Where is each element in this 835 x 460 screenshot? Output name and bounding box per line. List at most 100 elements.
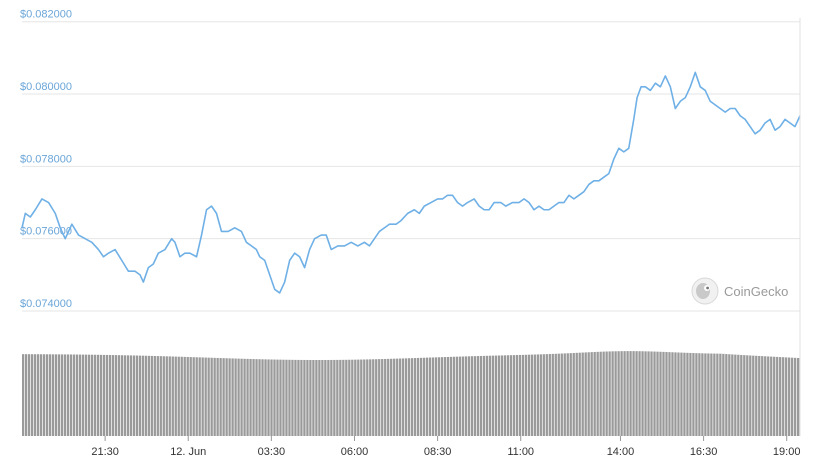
volume-bar <box>111 355 115 436</box>
volume-bar <box>162 356 165 436</box>
volume-bar <box>357 359 360 436</box>
volume-bar <box>653 351 656 436</box>
volume-bar <box>461 356 465 436</box>
volume-bar <box>695 353 698 436</box>
volume-bar <box>563 353 566 436</box>
volume-bar <box>345 359 348 436</box>
volume-bar <box>440 357 444 436</box>
volume-bar <box>437 357 441 436</box>
x-tick-label: 19:00 <box>773 446 801 458</box>
volume-bar <box>524 354 527 436</box>
volume-bar <box>369 359 372 436</box>
volume-bar <box>521 354 525 436</box>
volume-bar <box>276 359 279 436</box>
volume-bar <box>264 359 267 436</box>
volume-bar <box>63 354 67 436</box>
volume-bar <box>494 355 498 436</box>
volume-bar <box>153 355 156 436</box>
volume-bar <box>506 355 510 436</box>
y-axis-ticks: $0.074000 $0.076000 $0.078000 $0.080000 $0.0… <box>20 9 72 310</box>
volume-bar <box>321 359 324 436</box>
x-tick-label: 03:30 <box>258 446 286 458</box>
volume-bar <box>593 351 596 436</box>
volume-bar <box>449 356 453 436</box>
volume-bar <box>102 354 106 436</box>
volume-bar <box>560 353 563 436</box>
volume-bar <box>87 354 91 436</box>
volume-bar <box>530 354 533 436</box>
volume-bar <box>225 358 228 436</box>
x-tick-label: 21:30 <box>91 446 119 458</box>
volume-bar <box>665 352 668 436</box>
volume-bar <box>701 353 704 436</box>
volume-bar <box>108 355 112 436</box>
volume-bar <box>542 354 545 436</box>
volume-bar <box>749 355 752 436</box>
volume-bar <box>195 357 198 436</box>
watermark-text: CoinGecko <box>724 284 788 299</box>
volume-bar <box>159 356 162 436</box>
volume-bar <box>27 354 31 436</box>
volume-bar <box>408 358 411 436</box>
volume-bar <box>402 358 405 436</box>
volume-bar <box>36 354 40 436</box>
volume-bar <box>384 358 387 436</box>
volume-bar <box>267 359 270 436</box>
volume-bar <box>620 351 623 436</box>
volume-bar <box>273 359 276 436</box>
volume-bar <box>554 353 557 436</box>
volume-bar <box>431 357 435 436</box>
volume-bar <box>237 358 240 436</box>
volume-bar <box>270 359 273 436</box>
volume-bar <box>366 359 369 436</box>
volume-bar <box>177 356 180 436</box>
volume-bar <box>752 355 755 436</box>
volume-bar <box>318 360 321 436</box>
volume-bar <box>590 352 593 436</box>
volume-bar <box>533 354 536 436</box>
volume-bar <box>773 356 776 436</box>
volume-bar <box>300 359 303 436</box>
volume-bar <box>713 353 716 436</box>
volume-bar <box>680 352 683 436</box>
volume-bar <box>776 356 779 436</box>
volume-bar <box>330 359 333 436</box>
volume-bar <box>659 351 662 436</box>
volume-bar <box>704 353 707 436</box>
y-tick-label: $0.080000 <box>20 81 72 93</box>
volume-bar <box>96 354 100 436</box>
volume-bar <box>90 354 94 436</box>
volume-bar <box>446 356 450 436</box>
volume-bar <box>578 352 581 436</box>
grid-lines <box>22 21 800 312</box>
x-tick-label: 11:00 <box>507 446 534 458</box>
volume-bar <box>30 354 34 436</box>
volume-bar <box>686 352 689 436</box>
volume-bar <box>312 360 315 436</box>
volume-bar <box>405 358 408 436</box>
volume-bar <box>201 357 204 436</box>
volume-bar <box>411 358 414 436</box>
volume-bar <box>488 355 492 436</box>
volume-bar <box>72 354 76 436</box>
volume-bar <box>105 354 109 436</box>
price-series-line <box>21 71 801 294</box>
y-tick-label: $0.076000 <box>20 226 72 238</box>
volume-bar <box>288 359 291 436</box>
volume-bar <box>731 354 734 436</box>
volume-bar <box>249 358 252 436</box>
volume-bar <box>518 354 522 436</box>
volume-bar <box>282 359 285 436</box>
volume-bar <box>611 351 614 436</box>
volume-bar <box>51 354 55 436</box>
volume-bar <box>443 357 447 436</box>
volume-bar <box>746 355 749 436</box>
volume-bar <box>635 351 638 436</box>
volume-bar <box>527 354 530 436</box>
volume-bar <box>234 358 237 436</box>
volume-bar <box>258 359 261 436</box>
volume-bar <box>674 352 677 436</box>
volume-bar <box>647 351 650 436</box>
volume-bar <box>381 359 384 436</box>
